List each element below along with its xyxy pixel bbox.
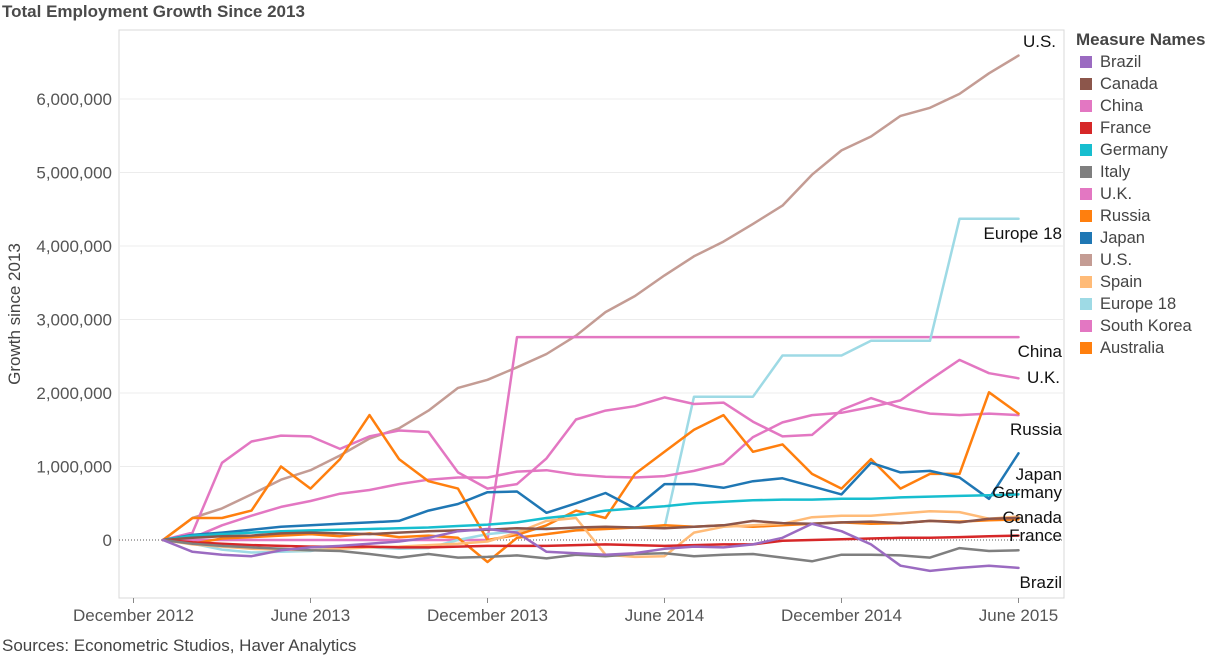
series-line-china <box>161 335 1020 542</box>
series-line-canada <box>161 516 1020 542</box>
y-tick-label: 4,000,000 <box>36 237 112 256</box>
series-line-japan <box>161 452 1020 542</box>
legend-label: Australia <box>1100 338 1165 357</box>
legend-item-germany[interactable]: Germany <box>1076 139 1223 161</box>
chart-title: Total Employment Growth Since 2013 <box>2 2 305 21</box>
legend-label: Russia <box>1100 206 1151 225</box>
series-line-u-k- <box>161 358 1020 542</box>
end-label-russia: Russia <box>1010 420 1063 439</box>
end-labels: U.S. China Europe 18 U.K. Russia JapanGermany… <box>984 32 1063 592</box>
legend-label: France <box>1100 118 1152 137</box>
y-tick-label: 2,000,000 <box>36 384 112 403</box>
y-tick-label: 5,000,000 <box>36 164 112 183</box>
end-label-u-k-: U.K. <box>1027 368 1060 387</box>
y-tick-label: 6,000,000 <box>36 90 112 109</box>
legend-item-south-korea[interactable]: South Korea <box>1076 315 1223 337</box>
series-line-italy <box>161 538 1020 563</box>
x-tick-label: June 2015 <box>979 606 1058 625</box>
y-tick-label: 1,000,000 <box>36 458 112 477</box>
y-axis-label: Growth since 2013 <box>5 243 24 385</box>
legend-label: China <box>1100 96 1144 115</box>
y-tick-label: 3,000,000 <box>36 311 112 330</box>
legend-swatch <box>1080 276 1092 288</box>
y-axis: 0 1,000,000 2,000,000 3,000,000 4,000,000 5,0… <box>36 90 112 550</box>
y-tick-label: 0 <box>103 531 112 550</box>
legend-swatch <box>1080 210 1092 222</box>
legend-swatch <box>1080 78 1092 90</box>
x-axis: December 2012 June 2013 December 2013 June … <box>73 598 1058 625</box>
series-lines <box>161 54 1020 573</box>
legend-item-spain[interactable]: Spain <box>1076 271 1223 293</box>
end-label-europe-18: Europe 18 <box>984 224 1062 243</box>
legend-swatch <box>1080 320 1092 332</box>
legend-item-australia[interactable]: Australia <box>1076 337 1223 359</box>
legend-label: Italy <box>1100 162 1131 181</box>
legend-swatch <box>1080 100 1092 112</box>
series-line-australia <box>161 518 1020 564</box>
legend-swatch <box>1080 122 1092 134</box>
legend-label: U.K. <box>1100 184 1133 203</box>
legend-item-japan[interactable]: Japan <box>1076 227 1223 249</box>
x-tick-label: June 2014 <box>625 606 704 625</box>
legend-item-canada[interactable]: Canada <box>1076 73 1223 95</box>
series-line-france <box>161 534 1020 549</box>
x-tick-label: December 2012 <box>73 606 194 625</box>
end-label-china: China <box>1018 342 1063 361</box>
legend-item-europe-18[interactable]: Europe 18 <box>1076 293 1223 315</box>
legend: Measure Names Brazil Canada China France Ger… <box>1076 30 1223 359</box>
plot-area <box>118 29 1065 599</box>
legend-swatch <box>1080 188 1092 200</box>
legend-swatch <box>1080 144 1092 156</box>
legend-item-russia[interactable]: Russia <box>1076 205 1223 227</box>
legend-item-china[interactable]: China <box>1076 95 1223 117</box>
series-line-u-s- <box>161 54 1020 542</box>
series-line-south-korea <box>161 396 1020 542</box>
legend-label: Europe 18 <box>1100 294 1177 313</box>
legend-swatch <box>1080 232 1092 244</box>
legend-swatch <box>1080 166 1092 178</box>
legend-swatch <box>1080 56 1092 68</box>
series-line-brazil <box>161 522 1020 573</box>
end-label-japan: Japan <box>1016 465 1062 484</box>
legend-label: Canada <box>1100 74 1158 93</box>
x-tick-label: June 2013 <box>271 606 350 625</box>
series-line-germany <box>161 493 1020 542</box>
end-label-u-s-: U.S. <box>1023 32 1056 51</box>
end-label-france: France <box>1009 526 1062 545</box>
legend-items: Brazil Canada China France Germany Italy U.K. R… <box>1076 51 1223 359</box>
legend-item-u-k-[interactable]: U.K. <box>1076 183 1223 205</box>
legend-label: South Korea <box>1100 316 1192 335</box>
legend-label: Brazil <box>1100 52 1142 71</box>
source-note: Sources: Econometric Studios, Haver Anal… <box>2 636 357 655</box>
x-tick-label: December 2013 <box>427 606 548 625</box>
legend-item-u-s-[interactable]: U.S. <box>1076 249 1223 271</box>
end-label-germany: Germany <box>992 483 1062 502</box>
legend-item-france[interactable]: France <box>1076 117 1223 139</box>
end-label-brazil: Brazil <box>1019 573 1062 592</box>
x-tick-label: December 2014 <box>781 606 902 625</box>
legend-title: Measure Names <box>1076 30 1206 49</box>
legend-item-brazil[interactable]: Brazil <box>1076 51 1223 73</box>
legend-label: Spain <box>1100 272 1143 291</box>
legend-item-italy[interactable]: Italy <box>1076 161 1223 183</box>
legend-label: Japan <box>1100 228 1145 247</box>
legend-swatch <box>1080 298 1092 310</box>
legend-swatch <box>1080 254 1092 266</box>
legend-swatch <box>1080 342 1092 354</box>
legend-label: Germany <box>1100 140 1168 159</box>
gridlines <box>119 98 1064 541</box>
legend-label: U.S. <box>1100 250 1133 269</box>
end-label-canada: Canada <box>1002 508 1062 527</box>
